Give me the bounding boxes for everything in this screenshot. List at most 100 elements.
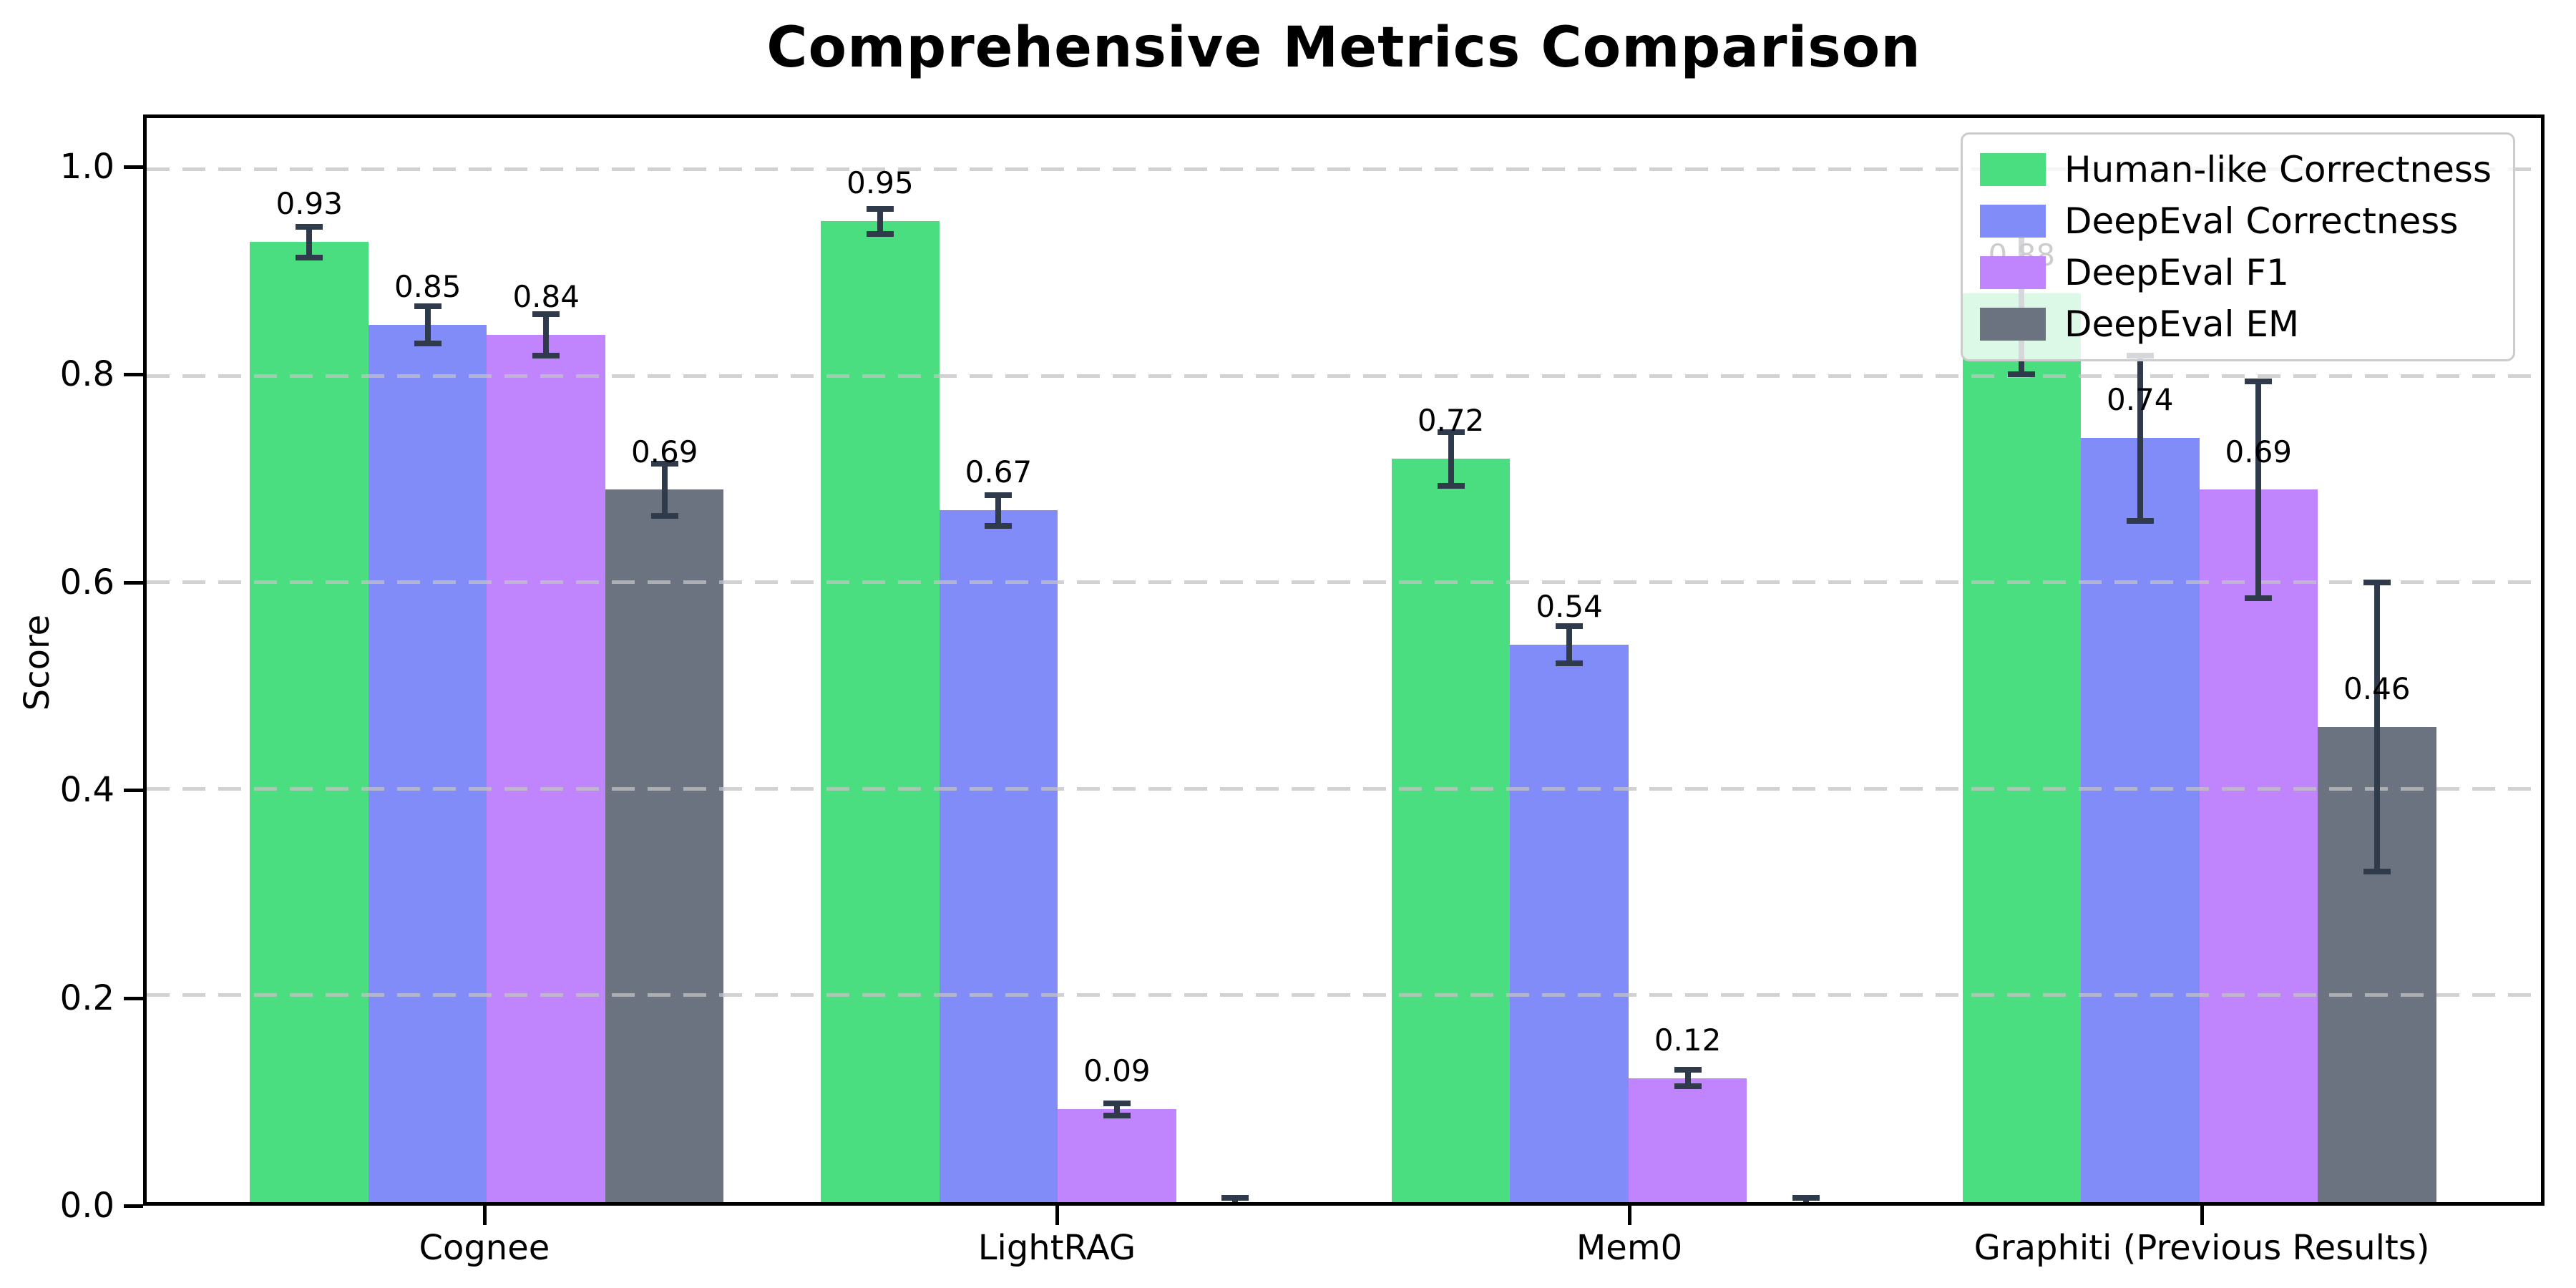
bar (368, 324, 487, 1202)
x-tick-mark (2200, 1206, 2205, 1225)
error-bar (1684, 1070, 1691, 1087)
error-bar-cap (414, 303, 441, 309)
plot-area: 0.930.950.720.880.850.670.540.740.840.09… (143, 114, 2545, 1206)
error-bar (306, 226, 313, 258)
error-bar (1566, 625, 1573, 663)
error-bar-cap (532, 352, 560, 358)
legend-item: DeepEval F1 (1979, 252, 2492, 293)
error-bar-cap (2363, 869, 2391, 875)
error-bar-cap (2245, 378, 2273, 384)
legend-item: DeepEval EM (1979, 303, 2492, 345)
error-bar-cap (1674, 1067, 1702, 1073)
bar-value-label: 0.46 (2343, 671, 2411, 707)
y-tick-mark (124, 789, 143, 793)
x-tick-mark (1628, 1206, 1632, 1225)
y-tick-label: 1.0 (59, 146, 114, 187)
bar (2199, 489, 2318, 1202)
bar (1962, 293, 2082, 1202)
legend-swatch (1979, 153, 2046, 186)
x-tick-mark (482, 1206, 487, 1225)
y-tick-label: 0.6 (59, 562, 114, 602)
y-tick-mark (124, 1204, 143, 1208)
error-bar (1113, 1103, 1120, 1116)
error-bar-cap (1437, 429, 1465, 435)
error-bar-cap (866, 230, 894, 237)
bar-value-label: 0.12 (1654, 1023, 1722, 1058)
bar-value-label: 0.93 (275, 186, 343, 222)
error-bar-cap (296, 223, 323, 230)
y-tick-label: 0.4 (59, 770, 114, 811)
bar (1391, 459, 1511, 1202)
legend-item: Human-like Correctness (1979, 149, 2492, 190)
bar-value-label: 0.72 (1417, 403, 1485, 439)
legend-label: DeepEval Correctness (2064, 200, 2459, 242)
chart-title: Comprehensive Metrics Comparison (766, 16, 1921, 80)
y-tick-label: 0.8 (59, 354, 114, 395)
error-bar-cap (1674, 1083, 1702, 1090)
x-tick-label: LightRAG (977, 1228, 1136, 1268)
error-bar-cap (1556, 623, 1584, 629)
legend-label: DeepEval F1 (2064, 252, 2289, 293)
error-bar (543, 314, 550, 356)
legend-label: DeepEval EM (2064, 303, 2300, 345)
error-bar-cap (1103, 1112, 1131, 1118)
y-tick-mark (124, 373, 143, 377)
error-bar-cap (2363, 580, 2391, 586)
error-bar-cap (650, 512, 678, 519)
legend-label: Human-like Correctness (2064, 149, 2492, 190)
bar-value-label: 0.84 (512, 279, 580, 315)
x-tick-label: Cognee (419, 1228, 550, 1268)
x-tick-label: Graphiti (Previous Results) (1974, 1228, 2430, 1268)
y-tick-mark (124, 165, 143, 169)
legend-swatch (1979, 256, 2046, 289)
error-bar (995, 494, 1002, 526)
y-tick-label: 0.2 (59, 977, 114, 1018)
error-bar-cap (1556, 660, 1584, 666)
error-bar-cap (1103, 1100, 1131, 1106)
x-tick-mark (1055, 1206, 1059, 1225)
y-tick-mark (124, 996, 143, 1000)
error-bar-cap (2008, 371, 2036, 377)
error-bar (424, 306, 431, 343)
bar-value-label: 0.54 (1536, 589, 1603, 624)
error-bar-cap (985, 522, 1013, 529)
error-bar (1448, 431, 1454, 486)
error-bar-cap (532, 311, 560, 318)
bar-value-label: 0.67 (965, 454, 1033, 490)
y-tick-mark (124, 580, 143, 585)
bar-value-label: 0.69 (630, 434, 698, 469)
bar (487, 335, 605, 1202)
error-bar-cap (1221, 1195, 1249, 1201)
legend-swatch (1979, 308, 2046, 341)
error-bar-cap (1221, 1204, 1249, 1206)
error-bar-cap (1792, 1204, 1820, 1206)
error-bar-cap (296, 254, 323, 260)
error-bar (2255, 381, 2262, 598)
y-tick-label: 0.0 (59, 1186, 114, 1226)
bar (605, 489, 724, 1202)
legend-item: DeepEval Correctness (1979, 200, 2492, 242)
error-bar-cap (985, 492, 1013, 498)
error-bar-cap (2245, 595, 2273, 601)
bar-value-label: 0.85 (394, 268, 462, 304)
x-tick-label: Mem0 (1576, 1228, 1683, 1268)
bar (2081, 438, 2200, 1202)
bar (821, 221, 940, 1202)
bar-value-label: 0.69 (2225, 434, 2293, 469)
legend-swatch (1979, 205, 2046, 238)
error-bar-cap (1437, 482, 1465, 489)
error-bar (877, 208, 883, 234)
bar (939, 510, 1058, 1202)
error-bar-cap (866, 205, 894, 212)
error-bar-cap (650, 461, 678, 467)
error-bar-cap (2126, 517, 2154, 524)
bar-value-label: 0.09 (1083, 1053, 1151, 1089)
error-bar (2373, 582, 2380, 872)
bar-value-label: 0.95 (847, 165, 914, 201)
bar (1058, 1109, 1176, 1202)
bar (1510, 644, 1629, 1202)
bar-value-label: 0.74 (2107, 382, 2174, 418)
bar (1628, 1078, 1747, 1202)
error-bar-cap (1792, 1195, 1820, 1201)
